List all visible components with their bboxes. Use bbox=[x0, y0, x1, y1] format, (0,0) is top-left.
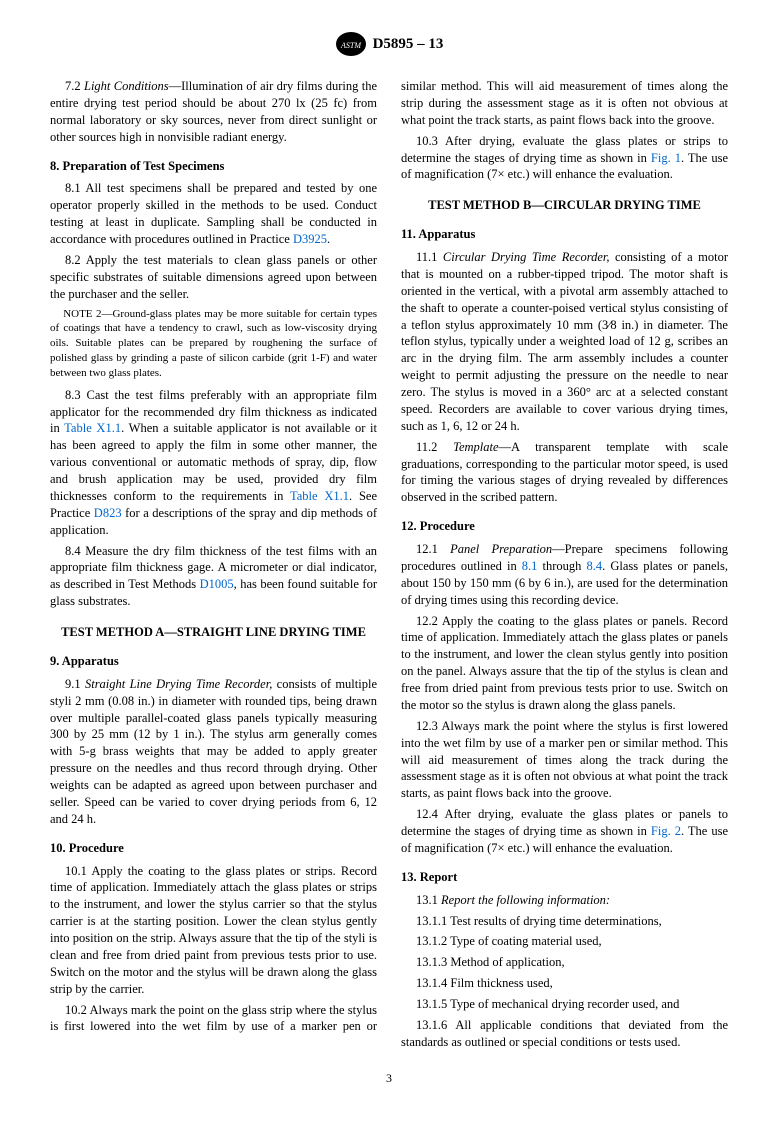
page-header: ASTM D5895 – 13 bbox=[50, 30, 728, 58]
para-12-4: 12.4 After drying, evaluate the glass pl… bbox=[401, 806, 728, 857]
para-9-1: 9.1 Straight Line Drying Time Recorder, … bbox=[50, 676, 377, 828]
para-13-1-6: 13.1.6 All applicable conditions that de… bbox=[401, 1017, 728, 1051]
para-12-1: 12.1 Panel Preparation—Prepare specimens… bbox=[401, 541, 728, 609]
heading-12: 12. Procedure bbox=[401, 518, 728, 535]
link-table-x1-1a[interactable]: Table X1.1 bbox=[64, 421, 121, 435]
para-8-3: 8.3 Cast the test films preferably with … bbox=[50, 387, 377, 539]
heading-method-b: TEST METHOD B—CIRCULAR DRYING TIME bbox=[401, 197, 728, 214]
svg-text:ASTM: ASTM bbox=[340, 41, 362, 50]
note-2: NOTE 2—Ground-glass plates may be more s… bbox=[50, 307, 377, 381]
para-12-2: 12.2 Apply the coating to the glass plat… bbox=[401, 613, 728, 714]
para-8-4: 8.4 Measure the dry film thickness of th… bbox=[50, 543, 377, 611]
link-table-x1-1b[interactable]: Table X1.1 bbox=[290, 489, 349, 503]
para-13-1: 13.1 Report the following information: bbox=[401, 892, 728, 909]
heading-13: 13. Report bbox=[401, 869, 728, 886]
heading-10: 10. Procedure bbox=[50, 840, 377, 857]
link-8-1[interactable]: 8.1 bbox=[522, 559, 538, 573]
document-page: ASTM D5895 – 13 7.2 Light Conditions—Ill… bbox=[0, 0, 778, 1126]
content-columns: 7.2 Light Conditions—Illumination of air… bbox=[50, 78, 728, 1051]
para-13-1-4: 13.1.4 Film thickness used, bbox=[401, 975, 728, 992]
para-10-3: 10.3 After drying, evaluate the glass pl… bbox=[401, 133, 728, 184]
para-8-2: 8.2 Apply the test materials to clean gl… bbox=[50, 252, 377, 303]
para-11-1: 11.1 Circular Drying Time Recorder, cons… bbox=[401, 249, 728, 435]
link-fig-2[interactable]: Fig. 2 bbox=[651, 824, 681, 838]
para-13-1-1: 13.1.1 Test results of drying time deter… bbox=[401, 913, 728, 930]
para-11-2: 11.2 Template—A transparent template wit… bbox=[401, 439, 728, 507]
heading-11: 11. Apparatus bbox=[401, 226, 728, 243]
heading-method-a: TEST METHOD A—STRAIGHT LINE DRYING TIME bbox=[50, 624, 377, 641]
para-12-3: 12.3 Always mark the point where the sty… bbox=[401, 718, 728, 802]
link-8-4[interactable]: 8.4 bbox=[587, 559, 603, 573]
link-d3925[interactable]: D3925 bbox=[293, 232, 327, 246]
para-13-1-5: 13.1.5 Type of mechanical drying recorde… bbox=[401, 996, 728, 1013]
link-d823[interactable]: D823 bbox=[94, 506, 122, 520]
link-fig-1[interactable]: Fig. 1 bbox=[651, 151, 681, 165]
heading-9: 9. Apparatus bbox=[50, 653, 377, 670]
para-7-2: 7.2 Light Conditions—Illumination of air… bbox=[50, 78, 377, 146]
para-8-1: 8.1 All test specimens shall be prepared… bbox=[50, 180, 377, 248]
para-13-1-2: 13.1.2 Type of coating material used, bbox=[401, 933, 728, 950]
para-10-1: 10.1 Apply the coating to the glass plat… bbox=[50, 863, 377, 998]
designation-text: D5895 – 13 bbox=[373, 36, 444, 53]
para-13-1-3: 13.1.3 Method of application, bbox=[401, 954, 728, 971]
astm-logo-icon: ASTM bbox=[335, 30, 367, 58]
link-d1005[interactable]: D1005 bbox=[200, 577, 234, 591]
page-number: 3 bbox=[50, 1071, 728, 1086]
heading-8: 8. Preparation of Test Specimens bbox=[50, 158, 377, 175]
